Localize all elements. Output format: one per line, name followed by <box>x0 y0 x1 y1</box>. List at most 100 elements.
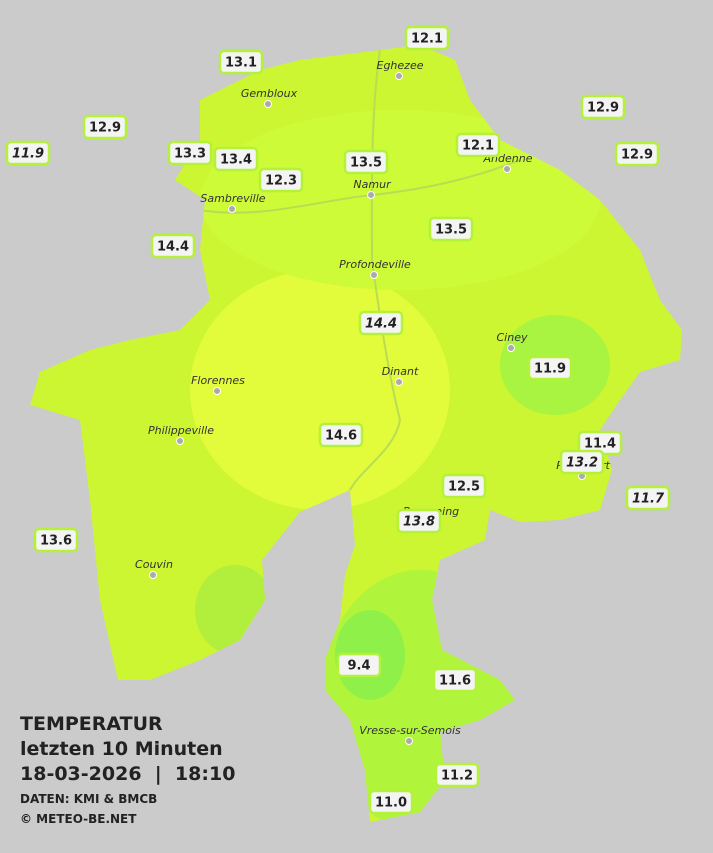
caption-title: TEMPERATUR <box>20 713 163 735</box>
caption-subtitle: letzten 10 Minuten <box>20 738 223 760</box>
city-label: Dinant <box>382 365 419 378</box>
station-value: 11.6 <box>439 674 471 689</box>
city-label: Ciney <box>497 331 528 344</box>
station-badge <box>82 114 128 140</box>
station-value: 13.2 <box>566 456 598 471</box>
station: 11.0 <box>368 789 414 815</box>
station-badge <box>434 762 480 788</box>
station-value: 12.9 <box>587 101 619 116</box>
station-badge <box>33 527 79 553</box>
caption-datetime: 18-03-2026 | 18:10 <box>20 763 235 785</box>
station-badge <box>5 140 51 166</box>
station-value: 13.5 <box>435 223 467 238</box>
station-badge <box>527 355 573 381</box>
station: 12.9 <box>580 94 626 120</box>
zone <box>190 270 450 510</box>
station-value: 13.3 <box>174 147 206 162</box>
caption: TEMPERATUR letzten 10 Minuten 18-03-2026… <box>20 713 235 826</box>
station: 12.1 <box>455 132 501 158</box>
station: 12.1 <box>404 25 450 51</box>
station-badge <box>580 94 626 120</box>
station-badge <box>218 49 264 75</box>
station: 13.6 <box>33 527 79 553</box>
station: 13.5 <box>343 149 389 175</box>
station-badge <box>368 789 414 815</box>
station: 11.6 <box>432 667 478 693</box>
station-value: 14.6 <box>325 429 357 444</box>
station-value: 13.1 <box>225 56 257 71</box>
station: 14.4 <box>150 233 196 259</box>
city-dot <box>213 387 221 395</box>
caption-source: DATEN: KMI & BMCB <box>20 792 157 806</box>
station-badge <box>455 132 501 158</box>
station-badge <box>441 473 487 499</box>
station: 11.9 <box>527 355 573 381</box>
station: 13.5 <box>428 216 474 242</box>
station-value: 13.6 <box>40 534 72 549</box>
city-dot <box>405 737 413 745</box>
station-value: 12.9 <box>89 121 121 136</box>
station-value: 11.9 <box>12 147 44 162</box>
station-badge <box>358 310 404 336</box>
city-label: Sambreville <box>200 192 265 205</box>
station-value: 13.8 <box>403 515 435 530</box>
station-badge <box>213 146 259 172</box>
station: 12.9 <box>614 141 660 167</box>
station-badge <box>625 485 671 511</box>
station-value: 14.4 <box>157 240 189 255</box>
city-label: Couvin <box>135 558 173 571</box>
station-value: 12.1 <box>462 139 494 154</box>
station-badge <box>150 233 196 259</box>
station: 11.9 <box>5 140 51 166</box>
station: 13.3 <box>167 140 213 166</box>
city-label: Gembloux <box>241 87 298 100</box>
city-dot <box>395 378 403 386</box>
city-dot <box>503 165 511 173</box>
stations: 12.1 13.1 12.9 11.9 13.3 13.4 12.3 13.5 12.1 12.9… <box>5 25 671 815</box>
station-badge <box>432 667 478 693</box>
city-label: Philippeville <box>148 424 214 437</box>
city-label: Eghezee <box>377 59 424 72</box>
station-badge <box>404 25 450 51</box>
station: 12.5 <box>441 473 487 499</box>
station-value: 12.9 <box>621 148 653 163</box>
city-label: Profondeville <box>339 258 411 271</box>
station-value: 11.4 <box>584 437 616 452</box>
station-value: 9.4 <box>347 659 370 674</box>
city-dot <box>228 205 236 213</box>
station: 9.4 <box>336 652 382 678</box>
city-dot <box>176 437 184 445</box>
station-badge <box>318 422 364 448</box>
station-value: 13.5 <box>350 156 382 171</box>
city-dot <box>149 571 157 579</box>
station-badge <box>336 652 382 678</box>
station: 13.8 <box>396 508 442 534</box>
station: 14.4 <box>358 310 404 336</box>
station: 13.1 <box>218 49 264 75</box>
station-value: 13.4 <box>220 153 252 168</box>
station: 11.7 <box>625 485 671 511</box>
station: 12.9 <box>82 114 128 140</box>
station-value: 11.0 <box>375 796 407 811</box>
city-label: Vresse-sur-Semois <box>359 724 461 737</box>
zone <box>200 110 600 290</box>
station-badge <box>614 141 660 167</box>
station-badge <box>343 149 389 175</box>
city-label: Florennes <box>191 374 245 387</box>
city-dot <box>367 191 375 199</box>
station-badge <box>428 216 474 242</box>
station: 13.2 <box>559 449 605 475</box>
station-badge <box>167 140 213 166</box>
station-badge <box>559 449 605 475</box>
station-badge <box>396 508 442 534</box>
station-value: 12.5 <box>448 480 480 495</box>
city-dot <box>264 100 272 108</box>
city-dot <box>507 344 515 352</box>
station-value: 14.4 <box>365 317 397 332</box>
caption-copyright: © METEO-BE.NET <box>20 812 137 826</box>
station: 11.2 <box>434 762 480 788</box>
station-value: 11.9 <box>534 362 566 377</box>
city-dot <box>395 72 403 80</box>
station-value: 11.7 <box>632 492 665 507</box>
